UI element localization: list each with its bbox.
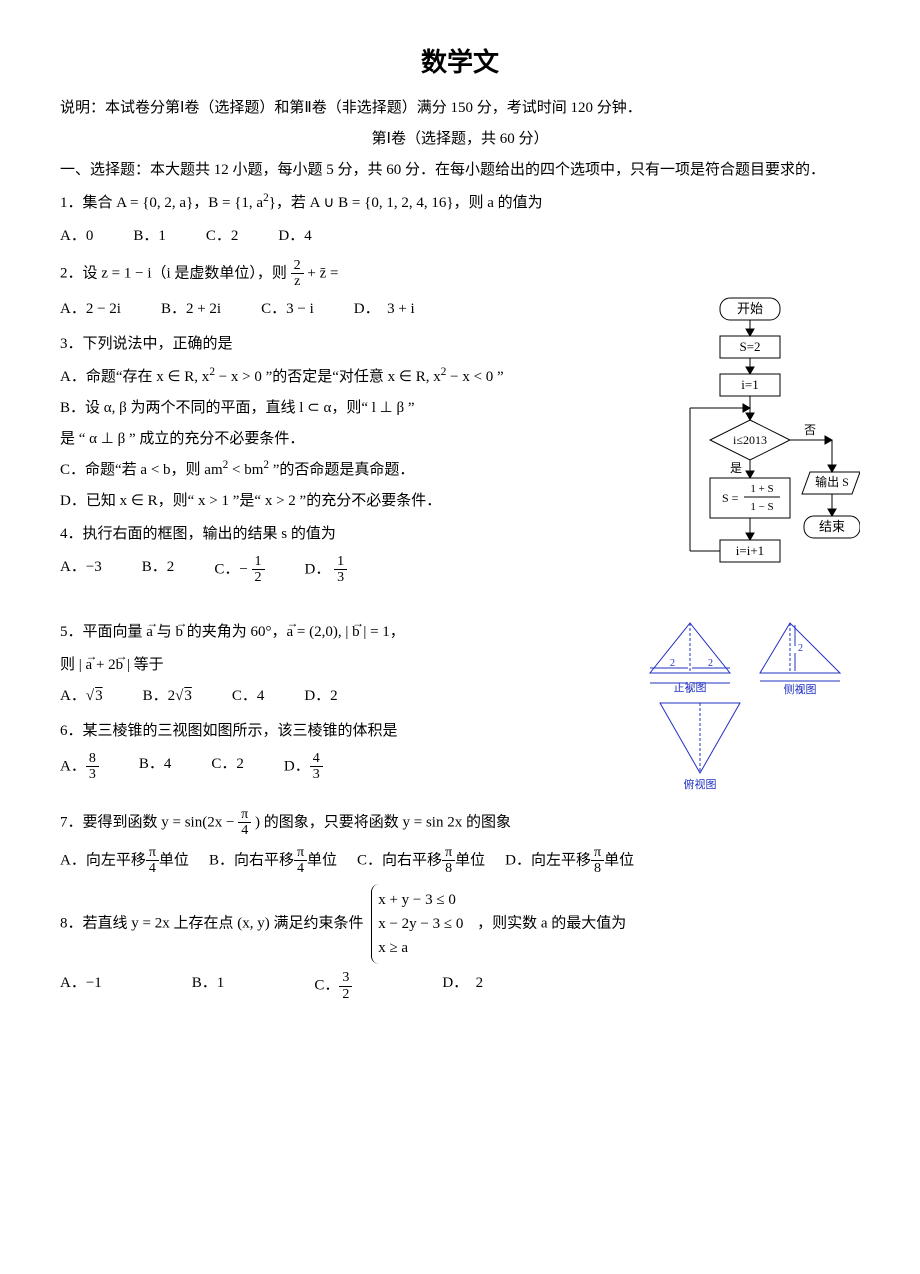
- q8-options: A．−1 B．1 C．32 D． 2: [60, 970, 860, 1002]
- q1-opt-a: A．0: [60, 223, 93, 250]
- q1-opt-c: C．2: [206, 223, 239, 250]
- svg-text:是: 是: [730, 461, 742, 475]
- svg-text:输出 S: 输出 S: [815, 474, 849, 489]
- svg-text:S=2: S=2: [739, 339, 760, 354]
- svg-text:1 + S: 1 + S: [750, 483, 773, 495]
- q7-options: A．向左平移π4单位 B．向右平移π4单位 C．向右平移π8单位 D．向左平移π…: [60, 845, 860, 877]
- q1-options: A．0 B．1 C．2 D．4: [60, 223, 860, 250]
- q7-opt-c: C．向右平移π8单位: [357, 845, 485, 877]
- q2-opt-d: D． 3 + i: [354, 296, 415, 323]
- svg-text:否: 否: [804, 423, 816, 437]
- svg-text:S =: S =: [722, 491, 739, 505]
- q4-opt-a: A．−3: [60, 554, 102, 586]
- q5-opt-c: C．4: [232, 683, 265, 710]
- q8-opt-d: D． 2: [442, 970, 483, 1002]
- question-1: 1．集合 A = {0, 2, a}，B = {1, a2}，若 A ∪ B =…: [60, 190, 860, 217]
- svg-text:2: 2: [670, 658, 675, 669]
- svg-text:1 − S: 1 − S: [750, 501, 773, 513]
- q6-options: A．83 B．4 C．2 D．43: [60, 751, 630, 783]
- question-7: 7．要得到函数 y = sin(2x − π4 ) 的图象，只要将函数 y = …: [60, 807, 860, 839]
- question-8: 8．若直线 y = 2x 上存在点 (x, y) 满足约束条件 x + y − …: [60, 884, 860, 964]
- flowchart-figure: 开始 S=2 i=1 i≤2013 否 是 S = 1 + S 1 − S i=…: [660, 296, 860, 613]
- q4-opt-d: D． 13: [305, 554, 348, 586]
- q2-opt-a: A．2 − 2i: [60, 296, 121, 323]
- part1-heading: 第Ⅰ卷（选择题，共 60 分）: [60, 126, 860, 153]
- q2-opt-c: C．3 − i: [261, 296, 314, 323]
- constraint-brace: x + y − 3 ≤ 0 x − 2y − 3 ≤ 0 x ≥ a: [371, 884, 469, 964]
- svg-text:i=1: i=1: [741, 377, 758, 392]
- q6-opt-b: B．4: [139, 751, 172, 783]
- q2-opt-b: B．2 + 2i: [161, 296, 221, 323]
- svg-text:2: 2: [708, 658, 713, 669]
- section1-heading: 一、选择题：本大题共 12 小题，每小题 5 分，共 60 分．在每小题给出的四…: [60, 157, 860, 184]
- instructions: 说明：本试卷分第Ⅰ卷（选择题）和第Ⅱ卷（非选择题）满分 150 分，考试时间 1…: [60, 95, 860, 122]
- q5-options: A．√3 B．2√3 C．4 D．2: [60, 683, 630, 710]
- q2-options: A．2 − 2i B．2 + 2i C．3 − i D． 3 + i: [60, 296, 650, 323]
- q1-opt-d: D．4: [278, 223, 311, 250]
- svg-text:2: 2: [798, 643, 803, 654]
- svg-text:正视图: 正视图: [674, 680, 707, 694]
- q8-opt-c: C．32: [314, 970, 352, 1002]
- svg-text:侧视图: 侧视图: [784, 682, 817, 696]
- svg-text:结束: 结束: [819, 519, 845, 534]
- question-2: 2．设 z = 1 − i（i 是虚数单位），则 2 z + z̄ =: [60, 258, 860, 290]
- svg-text:i≤2013: i≤2013: [733, 433, 767, 447]
- q1-opt-b: B．1: [133, 223, 166, 250]
- q4-opt-c: C．− 12: [214, 554, 264, 586]
- q7-opt-d: D．向左平移π8单位: [505, 845, 634, 877]
- svg-text:开始: 开始: [737, 301, 763, 316]
- q4-opt-b: B．2: [142, 554, 175, 586]
- q6-opt-a: A．83: [60, 751, 99, 783]
- page-title: 数学文: [60, 40, 860, 87]
- q8-opt-b: B．1: [192, 970, 225, 1002]
- q8-opt-a: A．−1: [60, 970, 102, 1002]
- q7-opt-a: A．向左平移π4单位: [60, 845, 189, 877]
- q7-opt-b: B．向右平移π4单位: [209, 845, 337, 877]
- three-view-figure: 2 2 3 2 3 正视图 侧视图 俯视图: [640, 613, 860, 801]
- q5-opt-b: B．2√3: [143, 683, 192, 710]
- q6-opt-d: D．43: [284, 751, 323, 783]
- q5-opt-a: A．√3: [60, 683, 103, 710]
- fraction-2-over-z: 2 z: [291, 258, 304, 290]
- svg-text:俯视图: 俯视图: [684, 777, 717, 791]
- q4-options: A．−3 B．2 C．− 12 D． 13: [60, 554, 650, 586]
- svg-text:i=i+1: i=i+1: [736, 543, 764, 558]
- q5-opt-d: D．2: [304, 683, 337, 710]
- q1-stem: 1．集合 A = {0, 2, a}，B = {1, a2}，若 A ∪ B =…: [60, 195, 543, 211]
- q6-opt-c: C．2: [211, 751, 244, 783]
